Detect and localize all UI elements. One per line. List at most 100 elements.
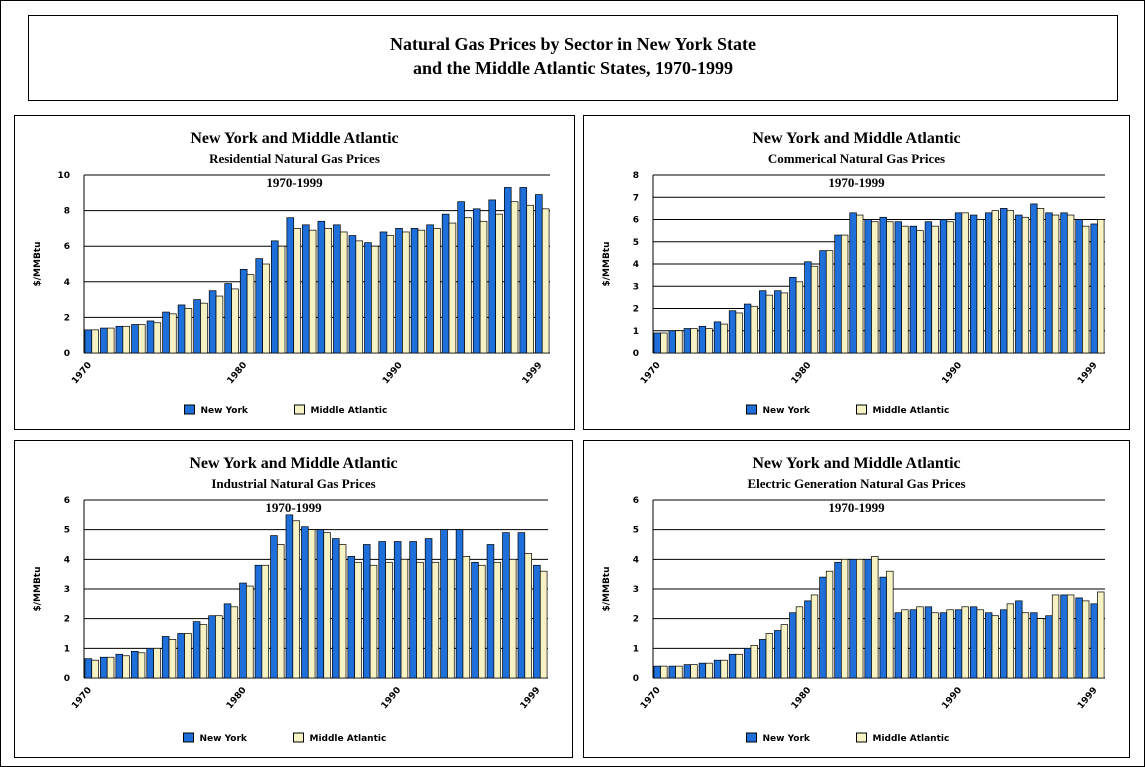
bar: [1036, 208, 1045, 354]
bar: [354, 561, 362, 679]
bar: [215, 615, 223, 679]
bar: [254, 564, 263, 679]
legend-swatch: [293, 732, 304, 743]
bar: [750, 305, 758, 354]
bar: [246, 585, 254, 679]
y-axis-label: $/MMBtu: [602, 241, 612, 286]
bar: [1015, 214, 1023, 354]
bar: [91, 659, 99, 679]
bar: [675, 330, 683, 354]
bar: [541, 208, 550, 354]
bar: [533, 564, 541, 679]
bar: [864, 558, 872, 679]
bar: [364, 242, 372, 354]
bar: [416, 561, 424, 679]
bar: [426, 224, 434, 354]
bar: [131, 324, 139, 354]
bar: [402, 231, 410, 354]
y-tick-label: 4: [633, 555, 639, 565]
bar: [1000, 208, 1008, 354]
bar: [115, 325, 124, 354]
bar: [954, 609, 963, 679]
bar: [774, 630, 782, 679]
bar: [246, 274, 255, 354]
bar: [901, 609, 909, 679]
bar: [270, 535, 278, 679]
bar: [849, 212, 857, 354]
bar: [362, 544, 371, 679]
y-tick-label: 4: [64, 278, 70, 288]
bar: [371, 245, 379, 354]
bar: [1060, 212, 1068, 354]
bar: [698, 662, 707, 679]
bar: [901, 225, 909, 354]
y-tick-label: 2: [64, 615, 70, 625]
bar: [931, 225, 939, 354]
bar: [215, 295, 224, 354]
bar: [355, 240, 364, 354]
bar: [323, 532, 331, 679]
page-title: and the Middle Atlantic States, 1970-199…: [413, 58, 733, 78]
legend-label: Middle Atlantic: [311, 406, 388, 416]
bar: [510, 201, 519, 354]
bar: [1045, 212, 1053, 354]
bar: [84, 329, 93, 354]
bar: [177, 304, 186, 354]
y-tick-label: 10: [57, 171, 70, 181]
bar: [146, 320, 155, 354]
y-tick-label: 6: [633, 216, 639, 226]
bar: [433, 228, 441, 354]
bar: [668, 665, 676, 679]
y-tick-label: 6: [64, 242, 70, 252]
chart: New York and Middle Atlantic Residential …: [14, 115, 575, 430]
chart: New York and Middle Atlantic Industrial N…: [14, 440, 573, 758]
bar: [106, 656, 115, 679]
bar: [705, 328, 713, 354]
chart-title: 1970-1999: [828, 500, 885, 515]
bar: [286, 217, 295, 354]
bar: [713, 659, 722, 679]
bar: [916, 230, 924, 354]
bar: [192, 621, 201, 679]
bar: [991, 210, 999, 354]
y-tick-label: 5: [633, 526, 639, 536]
chart-title: Industrial Natural Gas Prices: [211, 476, 375, 491]
bar: [825, 570, 834, 679]
bar: [270, 240, 279, 354]
bar: [774, 290, 782, 354]
bar: [464, 217, 472, 354]
bar: [909, 225, 918, 354]
legend-label: New York: [763, 406, 811, 416]
bar: [894, 612, 902, 679]
chart-title: Electric Generation Natural Gas Prices: [747, 476, 965, 491]
bar: [162, 311, 170, 354]
bar: [1051, 214, 1060, 354]
bar: [347, 556, 356, 679]
bar: [440, 529, 448, 679]
bar: [1030, 203, 1038, 354]
bar: [864, 219, 872, 354]
bar: [795, 606, 804, 679]
bar: [184, 308, 193, 354]
bar: [690, 328, 698, 354]
y-tick-label: 8: [64, 207, 70, 217]
bar: [1082, 225, 1090, 354]
bar: [332, 538, 340, 679]
bar: [395, 228, 403, 354]
bar: [804, 261, 812, 354]
bar: [317, 220, 326, 354]
bar: [924, 606, 933, 679]
bar: [488, 199, 496, 354]
bar: [916, 606, 924, 679]
bar: [138, 324, 146, 354]
y-tick-label: 3: [633, 282, 639, 292]
y-tick-label: 5: [633, 238, 639, 248]
bar: [728, 310, 737, 354]
legend-label: New York: [763, 734, 811, 744]
bar: [1060, 594, 1068, 679]
bar: [478, 564, 486, 679]
bar: [146, 647, 154, 679]
bar: [308, 229, 317, 354]
bar: [292, 520, 300, 679]
legend-label: Middle Atlantic: [873, 734, 950, 744]
